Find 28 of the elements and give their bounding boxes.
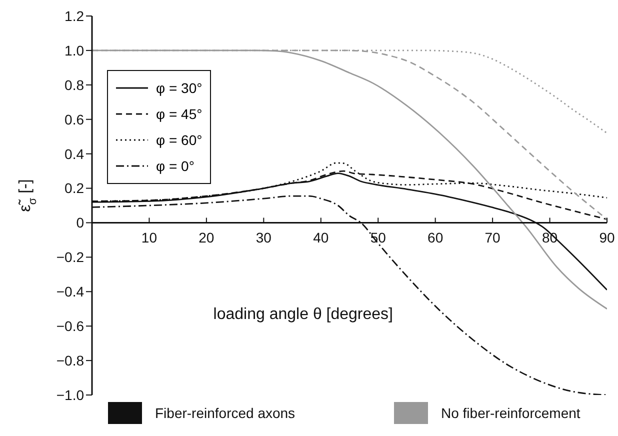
y-tick-label: −0.2 (56, 249, 84, 266)
x-tick-label: 10 (141, 230, 158, 246)
y-tick-label: 1.2 (64, 8, 84, 24)
y-tick-label: −0.8 (56, 352, 84, 369)
x-tick-label: 40 (313, 230, 329, 246)
y-tick-label: −1.0 (56, 386, 84, 403)
x-axis-title: loading angle θ [degrees] (213, 306, 393, 324)
legend-label: φ = 0° (156, 158, 194, 174)
x-tick-label: 50 (370, 230, 386, 246)
x-tick-label: 20 (198, 230, 214, 246)
y-tick-label: 1.0 (64, 42, 84, 58)
x-tick-label: 80 (542, 230, 558, 246)
text: Fiber-reinforced axons (155, 405, 296, 421)
y-tick-label: 0.8 (64, 76, 84, 93)
x-tick-label: 30 (256, 230, 272, 246)
y-tick-label: 0 (76, 214, 84, 231)
text: No fiber-reinforcement (441, 405, 580, 421)
y-tick-label: 0.6 (64, 111, 84, 128)
y-tick-label: −0.6 (56, 318, 84, 334)
legend-label: φ = 60° (156, 132, 202, 148)
legend-label: φ = 45° (156, 106, 202, 122)
y-tick-label: 0.4 (64, 146, 84, 162)
x-tick-label: 60 (428, 230, 444, 246)
y-tick-label: 0.2 (64, 180, 84, 196)
legend-label: φ = 30° (156, 80, 202, 96)
x-tick-label: 90 (599, 230, 615, 246)
x-tick-label: 70 (484, 230, 501, 246)
y-tick-label: −0.4 (56, 284, 84, 300)
